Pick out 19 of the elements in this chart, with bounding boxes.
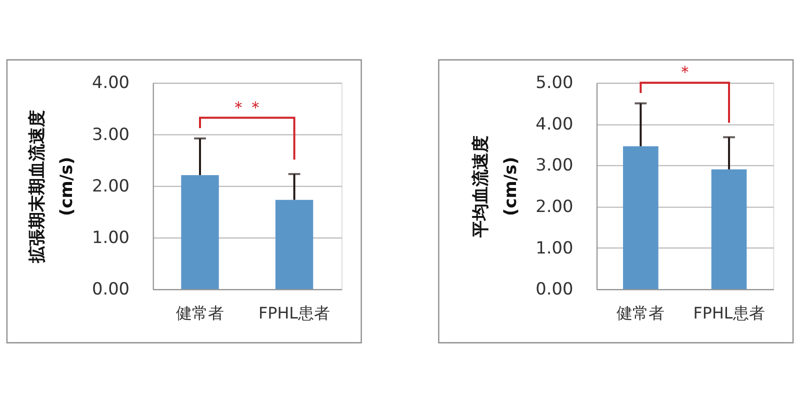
y-tick-label: 2.00 (536, 196, 574, 216)
y-tick-label: 0.00 (536, 278, 574, 299)
annotation: ＊＊ (230, 96, 264, 117)
y-tick-label: 1.00 (536, 237, 574, 258)
y-tick-label: 2.00 (92, 175, 130, 196)
y-tick-label: 4.00 (92, 72, 130, 92)
y-tick-label: 1.00 (92, 226, 130, 247)
y-tick-label: 3.00 (92, 124, 130, 144)
y-tick-label: 3.00 (536, 154, 574, 175)
text: ＊ (676, 62, 694, 82)
y-tick-label: 5.00 (536, 72, 574, 92)
y-tick-label: 0.00 (92, 278, 130, 299)
x-tick-label: FPHL患者 (693, 303, 765, 322)
x-tick-label: FPHL患者 (258, 303, 330, 322)
x-tick-label: 健常者 (176, 303, 224, 322)
y-axis-title: 平均血流速度 (cm/s) (470, 135, 520, 238)
x-tick-label: 健常者 (616, 303, 665, 322)
y-tick-label: 4.00 (536, 113, 574, 134)
y-axis-title: 拡張期末期血流速度 (cm/s) (26, 110, 76, 264)
